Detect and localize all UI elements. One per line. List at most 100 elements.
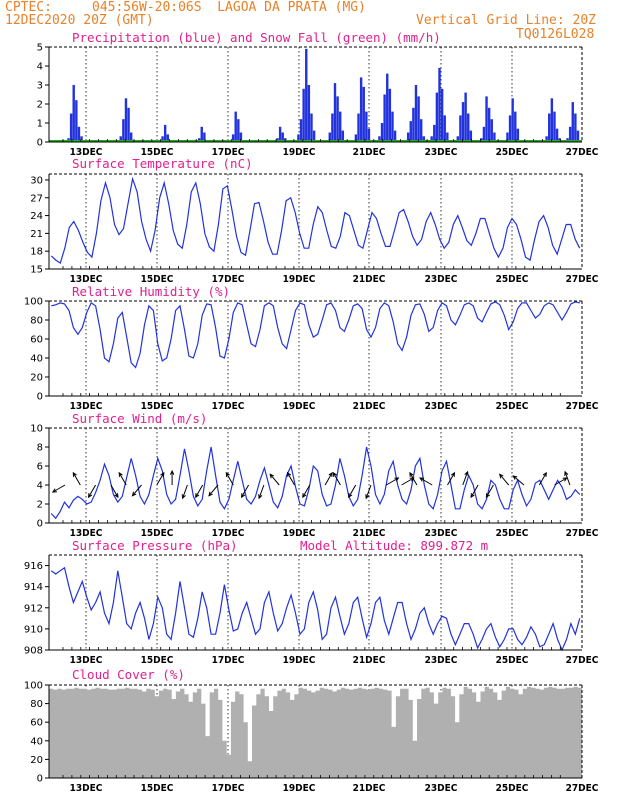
y-tick-label: 20 (30, 755, 43, 766)
precip-bar (378, 136, 381, 142)
precip-bar (393, 130, 397, 142)
series-line (50, 566, 581, 652)
wind-arrowhead (409, 471, 414, 477)
wind-arrowhead (258, 494, 263, 500)
header-location: 045:56W-20:06S LAGOA DA PRATA (MG) (92, 0, 366, 15)
wind-arrowhead (225, 471, 230, 477)
wind-arrowhead (562, 477, 568, 482)
x-day-label: 21DEC (353, 655, 386, 666)
wind-arrowhead (241, 493, 246, 499)
precip-bar (485, 96, 488, 142)
y-tick-label: 24 (30, 211, 43, 222)
x-day-label: 27DEC (566, 147, 599, 158)
precip-bar (234, 111, 237, 142)
y-tick-label: 15 (30, 265, 43, 276)
wind-arrow (324, 472, 333, 486)
wind-arrow (554, 477, 567, 486)
x-day-label: 25DEC (496, 655, 529, 666)
x-day-label: 27DEC (566, 528, 599, 539)
y-tick-label: 21 (30, 229, 43, 240)
wind-arrow (447, 472, 455, 486)
y-tick-label: 912 (24, 603, 43, 614)
wind-arrow (485, 484, 494, 498)
wind-arrowhead (195, 493, 200, 499)
wind-arrowhead (450, 471, 456, 477)
wind-arrow (302, 484, 311, 498)
precip-bar (359, 77, 363, 142)
x-day-label: 17DEC (212, 274, 245, 285)
wind-arrow (419, 477, 433, 486)
precip-bar (305, 48, 308, 142)
x-day-label: 21DEC (353, 783, 386, 794)
x-day-label: 13DEC (70, 401, 103, 412)
wind-arrow (499, 473, 510, 486)
wind-arrow (269, 473, 280, 486)
x-day-label: 15DEC (141, 401, 174, 412)
precip-bar (310, 113, 313, 142)
precip-bar (312, 130, 316, 142)
precip-bar (388, 88, 392, 142)
panel-5 (45, 684, 583, 779)
wind-arrowhead (348, 493, 353, 499)
wind-arrow (409, 472, 418, 486)
precip-bar (122, 119, 125, 142)
precip-bar (440, 88, 444, 142)
x-day-label: 15DEC (141, 528, 174, 539)
y-tick-label: 4 (37, 62, 43, 73)
y-tick-label: 4 (37, 481, 43, 492)
precip-bar (417, 96, 420, 142)
y-tick-label: 8 (37, 443, 43, 454)
x-day-label: 13DEC (70, 783, 103, 794)
precip-bar (354, 134, 358, 142)
x-day-label: 19DEC (283, 783, 316, 794)
x-day-label: 25DEC (496, 401, 529, 412)
precip-bar (367, 128, 371, 142)
x-day-label: 27DEC (566, 655, 599, 666)
precip-bar (119, 136, 122, 142)
wind-arrowhead (365, 494, 370, 500)
wind-arrow (348, 484, 357, 498)
precip-bar (127, 107, 130, 142)
precip-bar (307, 85, 311, 142)
wind-arrowhead (419, 477, 425, 482)
precip-bar (467, 113, 470, 142)
header-model: TQ0126L028 (516, 27, 595, 42)
wind-arrowhead (564, 470, 569, 476)
x-day-label: 21DEC (353, 528, 386, 539)
header-grid-note: Vertical Grid Line: 20Z (416, 13, 597, 28)
y-tick-label: 18 (30, 247, 43, 258)
precip-bar (406, 132, 410, 142)
wind-arrowhead (72, 471, 77, 477)
wind-arrowhead (498, 473, 504, 479)
precip-bar (362, 86, 365, 142)
y-tick-label: 30 (30, 175, 43, 186)
y-tick-label: 908 (24, 646, 43, 657)
precip-bar (231, 134, 235, 142)
y-tick-label: 20 (30, 373, 43, 384)
precip-bar (331, 113, 334, 142)
x-day-label: 19DEC (283, 528, 316, 539)
precip-bar (553, 111, 556, 142)
precip-bar (550, 98, 554, 142)
precip-bar (380, 123, 384, 142)
wind-arrowhead (332, 471, 337, 477)
precip-bar (200, 126, 203, 142)
wind-arrowhead (328, 471, 333, 477)
x-day-label: 21DEC (353, 274, 386, 285)
precip-bar (420, 119, 423, 142)
precip-bar (461, 102, 465, 142)
wind-arrow (287, 472, 295, 486)
precip-bar (333, 83, 337, 142)
wind-arrow (401, 477, 414, 486)
panel-title: Surface Temperature (nC) (72, 156, 253, 171)
x-day-label: 15DEC (141, 274, 174, 285)
precip-bar (239, 132, 243, 142)
precip-bar (383, 94, 386, 142)
y-tick-label: 10 (30, 424, 43, 435)
wind-arrow (52, 484, 66, 493)
precip-bar (459, 115, 462, 142)
wind-arrow (512, 475, 525, 486)
precip-bar (571, 102, 574, 142)
series-line (51, 301, 580, 369)
precip-bar (75, 100, 78, 142)
